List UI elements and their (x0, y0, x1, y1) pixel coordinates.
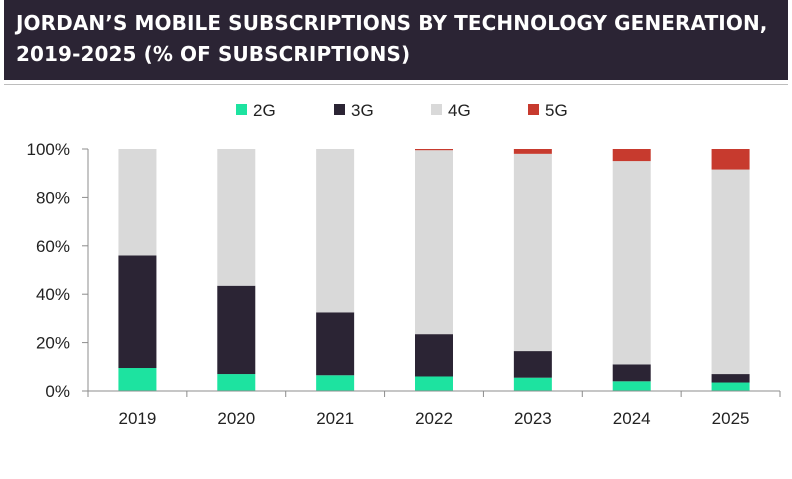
legend-label-5g: 5G (545, 101, 568, 120)
bar-segment-2g-2021 (316, 375, 355, 391)
bar-segment-4g-2024 (612, 161, 651, 365)
bar-segment-4g-2025 (711, 169, 750, 375)
bar-segment-3g-2022 (415, 334, 453, 377)
bars (118, 149, 750, 391)
x-tick-label: 2019 (119, 409, 157, 428)
x-axis: 2019 2020 2021 2022 2023 2024 2025 (87, 390, 781, 428)
bar-segment-2g-2022 (415, 376, 453, 391)
legend: 2G 3G 4G 5G (236, 101, 568, 120)
bar-segment-4g-2022 (415, 150, 453, 335)
bar-segment-3g-2025 (711, 374, 750, 383)
x-tick-label: 2020 (217, 409, 255, 428)
bar-segment-5g-2022 (415, 149, 453, 151)
bar-segment-4g-2019 (118, 149, 157, 256)
chart-title-line-1: JORDAN’S MOBILE SUBSCRIPTIONS BY TECHNOL… (16, 11, 768, 35)
bar-segment-3g-2021 (316, 312, 355, 376)
bar-segment-3g-2020 (217, 285, 256, 375)
bar-segment-2g-2019 (118, 368, 157, 391)
legend-label-4g: 4G (448, 101, 471, 120)
x-tick-label: 2025 (712, 409, 750, 428)
bar-segment-5g-2025 (711, 149, 750, 170)
legend-swatch-2g (236, 104, 247, 115)
y-axis: 0% 20% 40% 60% 80% 100% (27, 140, 89, 401)
legend-swatch-3g (334, 104, 345, 115)
legend-label-3g: 3G (351, 101, 374, 120)
legend-label-2g: 2G (253, 101, 276, 120)
bar-segment-2g-2024 (612, 381, 651, 391)
y-tick-label: 0% (45, 382, 70, 401)
y-tick-label: 20% (36, 334, 70, 353)
y-tick-label: 100% (27, 140, 70, 159)
legend-swatch-4g (431, 104, 442, 115)
x-tick-label: 2023 (514, 409, 552, 428)
x-tick-label: 2021 (316, 409, 354, 428)
bar-segment-4g-2021 (316, 149, 355, 313)
bar-segment-4g-2023 (513, 153, 552, 352)
chart-title-bar: JORDAN’S MOBILE SUBSCRIPTIONS BY TECHNOL… (4, 0, 788, 80)
bar-segment-2g-2025 (711, 382, 750, 391)
x-tick-label: 2022 (415, 409, 453, 428)
bar-segment-3g-2024 (612, 364, 651, 382)
bar-segment-2g-2023 (513, 377, 552, 391)
bar-segment-3g-2019 (118, 255, 157, 369)
y-tick-label: 40% (36, 285, 70, 304)
bar-segment-2g-2020 (217, 374, 256, 391)
bar-segment-3g-2023 (513, 351, 552, 378)
y-tick-label: 60% (36, 237, 70, 256)
title-divider (4, 84, 788, 85)
bar-segment-5g-2024 (612, 149, 651, 162)
y-tick-label: 80% (36, 188, 70, 207)
bar-segment-4g-2020 (217, 149, 256, 286)
x-tick-label: 2024 (613, 409, 651, 428)
chart-title-line-2: 2019-2025 (% OF SUBSCRIPTIONS) (16, 42, 411, 66)
bar-segment-5g-2023 (513, 149, 552, 154)
legend-swatch-5g (528, 104, 539, 115)
